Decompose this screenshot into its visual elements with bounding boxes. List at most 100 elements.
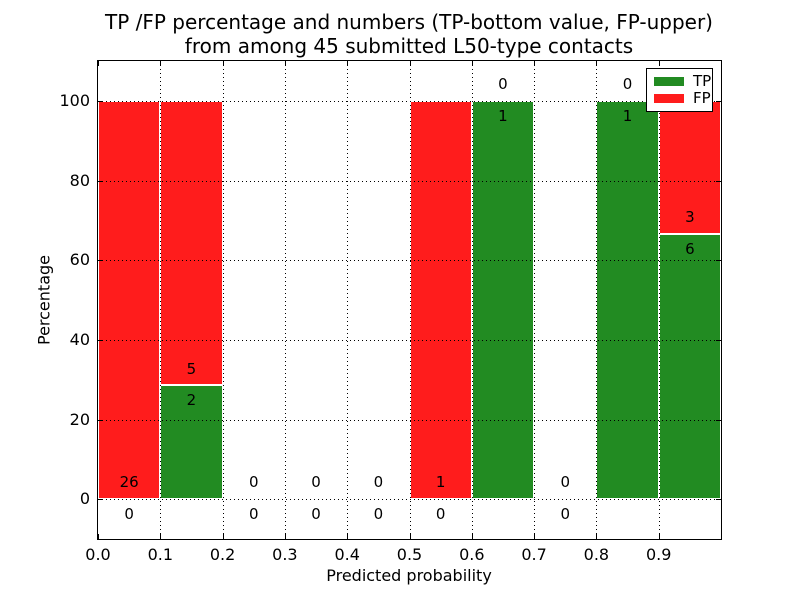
gridline bbox=[98, 339, 721, 341]
y-tick-label: 0 bbox=[79, 489, 90, 509]
x-tick-label: 0.4 bbox=[334, 545, 360, 564]
tp-color-swatch bbox=[654, 77, 684, 86]
axis-tick bbox=[347, 61, 349, 66]
bar-count-label-tp: 1 bbox=[498, 106, 508, 125]
gridline bbox=[534, 61, 536, 539]
x-tick-label: 0.0 bbox=[85, 545, 111, 564]
bar-segment-fp bbox=[98, 100, 161, 500]
legend-entry-fp: FP bbox=[654, 90, 712, 107]
gridline bbox=[596, 61, 598, 539]
y-tick-label: 20 bbox=[69, 409, 90, 429]
axis-tick bbox=[534, 534, 536, 539]
axis-tick bbox=[284, 61, 286, 66]
bar-segment-fp bbox=[160, 100, 223, 386]
axis-tick bbox=[534, 61, 536, 66]
gridline bbox=[658, 61, 660, 539]
gridline bbox=[98, 260, 721, 262]
bar-count-label-fp: 0 bbox=[311, 473, 321, 492]
axis-tick bbox=[98, 419, 103, 421]
bar-count-label-fp: 0 bbox=[373, 473, 384, 492]
axis-tick bbox=[98, 100, 103, 102]
bar-count-label-tp: 0 bbox=[560, 505, 571, 524]
axis-tick bbox=[716, 260, 721, 262]
bar-count-label-tp: 1 bbox=[622, 106, 633, 125]
axis-tick bbox=[160, 534, 162, 539]
axis-tick bbox=[658, 61, 660, 66]
axis-tick bbox=[222, 534, 224, 539]
bar-count-label-fp: 0 bbox=[622, 75, 633, 94]
bar-segment-fp bbox=[409, 100, 472, 500]
gridline bbox=[98, 180, 721, 182]
axis-tick bbox=[98, 260, 103, 262]
axis-tick bbox=[98, 499, 103, 501]
bar-count-label-tp: 0 bbox=[373, 505, 384, 524]
axis-tick bbox=[347, 534, 349, 539]
bar-count-label-fp: 26 bbox=[119, 473, 139, 492]
gridline bbox=[471, 61, 473, 539]
axis-tick bbox=[409, 534, 411, 539]
legend-entry-tp: TP bbox=[654, 73, 712, 90]
axis-tick bbox=[471, 61, 473, 66]
y-tick-label: 40 bbox=[69, 329, 90, 349]
axis-tick bbox=[716, 339, 721, 341]
chart-title-line2: from among 45 submitted L50-type contact… bbox=[184, 34, 634, 58]
chart-title-line1: TP /FP percentage and numbers (TP-bottom… bbox=[105, 10, 713, 34]
axis-tick bbox=[98, 339, 103, 341]
bar-count-label-tp: 0 bbox=[248, 505, 259, 524]
gridline bbox=[160, 61, 162, 539]
x-tick-label: 0.9 bbox=[645, 545, 672, 564]
gridline bbox=[284, 61, 286, 539]
bar-count-label-fp: 0 bbox=[560, 473, 571, 492]
bar-count-label-fp: 5 bbox=[186, 359, 197, 378]
fp-color-swatch bbox=[654, 94, 684, 103]
axis-tick bbox=[160, 61, 162, 66]
y-tick-label: 60 bbox=[69, 250, 90, 270]
axis-tick bbox=[716, 180, 721, 182]
axis-tick bbox=[98, 180, 103, 182]
bar-segment-tp bbox=[471, 100, 535, 500]
x-tick-label: 0.2 bbox=[209, 545, 236, 564]
bar-count-label-tp: 0 bbox=[311, 505, 321, 524]
axis-tick bbox=[471, 534, 473, 539]
gridline bbox=[98, 419, 721, 421]
bar-segment-tp bbox=[658, 233, 721, 500]
axis-tick bbox=[222, 61, 224, 66]
gridline bbox=[409, 61, 411, 539]
bar-count-label-fp: 0 bbox=[498, 75, 508, 94]
axis-tick bbox=[658, 534, 660, 539]
x-tick-label: 0.5 bbox=[396, 545, 423, 564]
y-tick-label: 80 bbox=[69, 170, 90, 190]
x-tick-label: 0.6 bbox=[459, 545, 485, 564]
x-tick-label: 0.7 bbox=[521, 545, 547, 564]
y-axis-label: Percentage bbox=[34, 254, 54, 346]
gridline bbox=[98, 499, 721, 501]
y-tick-label: 100 bbox=[59, 90, 90, 110]
axis-tick bbox=[596, 61, 598, 66]
axis-tick bbox=[716, 499, 721, 501]
x-tick-label: 0.3 bbox=[272, 545, 298, 564]
axis-tick bbox=[716, 419, 721, 421]
x-axis-label: Predicted probability bbox=[326, 566, 492, 585]
bar-count-label-tp: 6 bbox=[685, 239, 695, 258]
bar-segment-tp bbox=[596, 100, 659, 500]
axis-tick bbox=[716, 100, 721, 102]
gridline bbox=[98, 100, 721, 102]
x-tick-label: 0.8 bbox=[583, 545, 610, 564]
axis-tick bbox=[596, 534, 598, 539]
axis-tick bbox=[409, 61, 411, 66]
plot-area: 26 0 5 2 0 0 0 0 0 0 1 0 0 1 0 0 0 1 3 6 bbox=[97, 60, 722, 540]
gridline bbox=[347, 61, 349, 539]
axis-tick bbox=[284, 534, 286, 539]
bar-count-label-fp: 0 bbox=[248, 473, 259, 492]
bar-count-label-fp: 1 bbox=[435, 473, 446, 492]
legend: TP FP bbox=[646, 68, 713, 112]
axis-tick bbox=[98, 534, 99, 539]
bar-count-label-tp: 0 bbox=[124, 505, 134, 524]
bar-count-label-tp: 0 bbox=[435, 505, 446, 524]
x-tick-label: 0.1 bbox=[147, 545, 174, 564]
bar-count-label-tp: 2 bbox=[186, 391, 197, 410]
bar-count-label-fp: 3 bbox=[685, 207, 695, 226]
gridline bbox=[222, 61, 224, 539]
axis-tick bbox=[98, 61, 99, 66]
